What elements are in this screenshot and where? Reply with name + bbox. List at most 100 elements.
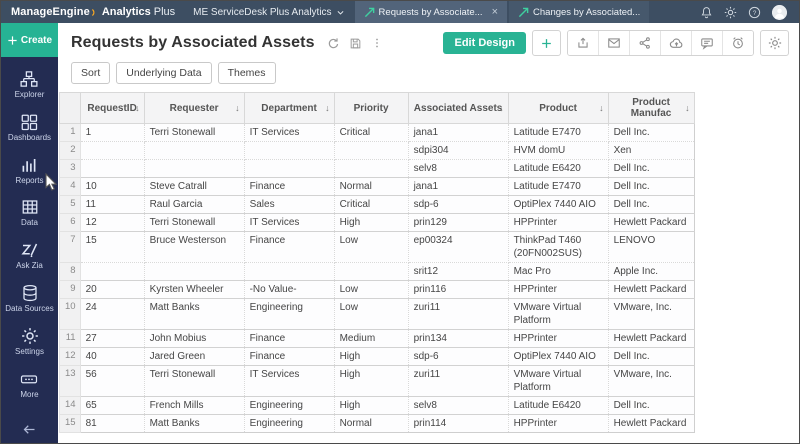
cell-request-id[interactable]: 40: [79, 347, 145, 366]
export-icon[interactable]: [568, 31, 598, 55]
cell-requester[interactable]: Matt Banks: [143, 298, 245, 330]
cell-requester[interactable]: [143, 159, 245, 178]
cell-priority[interactable]: Medium: [333, 329, 409, 348]
sort-down-icon[interactable]: ↓: [235, 103, 240, 113]
edit-design-button[interactable]: Edit Design: [443, 32, 526, 54]
sidebar-item-explorer[interactable]: Explorer: [15, 70, 44, 100]
column-header-requester[interactable]: Requester ↓: [143, 92, 245, 124]
cell-department[interactable]: Finance: [243, 329, 335, 348]
cell-requester[interactable]: Terri Stonewall: [143, 213, 245, 232]
cell-asset[interactable]: prin116: [407, 280, 509, 299]
gear-icon[interactable]: [724, 6, 737, 19]
cell-product[interactable]: Mac Pro: [507, 262, 609, 281]
cell-requester[interactable]: Terri Stonewall: [143, 365, 245, 397]
cell-manufacturer[interactable]: VMware, Inc.: [607, 365, 695, 397]
sort-down-icon[interactable]: ↓: [135, 103, 140, 113]
cell-request-id[interactable]: [79, 141, 145, 160]
cell-product[interactable]: VMware Virtual Platform: [507, 365, 609, 397]
cell-requester[interactable]: John Mobius: [143, 329, 245, 348]
workspace-switcher[interactable]: ME ServiceDesk Plus Analytics: [183, 1, 354, 23]
cell-product[interactable]: HVM domU: [507, 141, 609, 160]
settings-gear-button[interactable]: [760, 30, 789, 56]
cell-manufacturer[interactable]: Dell Inc.: [607, 123, 695, 142]
close-icon[interactable]: ×: [491, 5, 499, 18]
cell-manufacturer[interactable]: Apple Inc.: [607, 262, 695, 281]
cell-requester[interactable]: Bruce Westerson: [143, 231, 245, 263]
table-row[interactable]: 8 srit12 Mac Pro Apple Inc.: [59, 262, 695, 281]
cell-asset[interactable]: selv8: [407, 396, 509, 415]
cell-request-id[interactable]: 24: [79, 298, 145, 330]
cell-asset[interactable]: jana1: [407, 123, 509, 142]
sidebar-item-dashboards[interactable]: Dashboards: [8, 113, 51, 143]
comment-icon[interactable]: [691, 31, 722, 55]
cell-request-id[interactable]: 15: [79, 231, 145, 263]
cell-department[interactable]: IT Services: [243, 365, 335, 397]
cell-product[interactable]: Latitude E6420: [507, 159, 609, 178]
cell-request-id[interactable]: 56: [79, 365, 145, 397]
cell-requester[interactable]: Jared Green: [143, 347, 245, 366]
sort-down-icon[interactable]: ↓: [685, 103, 690, 113]
cell-request-id[interactable]: 12: [79, 213, 145, 232]
column-header-department[interactable]: Department ↓: [243, 92, 335, 124]
cell-request-id[interactable]: 65: [79, 396, 145, 415]
table-row[interactable]: 12 40 Jared Green Finance High sdp-6 OptiPlex …: [59, 347, 695, 366]
table-row[interactable]: 13 56 Terri Stonewall IT Services High zuri11…: [59, 365, 695, 397]
avatar[interactable]: [772, 4, 787, 20]
cell-manufacturer[interactable]: VMware, Inc.: [607, 298, 695, 330]
cell-department[interactable]: IT Services: [243, 213, 335, 232]
cell-department[interactable]: Sales: [243, 195, 335, 214]
cell-asset[interactable]: ep00324: [407, 231, 509, 263]
cell-asset[interactable]: selv8: [407, 159, 509, 178]
table-row[interactable]: 5 11 Raul Garcia Sales Critical sdp-6 OptiPlex…: [59, 195, 695, 214]
cell-manufacturer[interactable]: Xen: [607, 141, 695, 160]
cell-manufacturer[interactable]: Hewlett Packard: [607, 329, 695, 348]
cell-product[interactable]: Latitude E7470: [507, 123, 609, 142]
cell-priority[interactable]: Normal: [333, 177, 409, 196]
cell-product[interactable]: HPPrinter: [507, 213, 609, 232]
table-row[interactable]: 6 12 Terri Stonewall IT Services High prin129…: [59, 213, 695, 232]
cell-product[interactable]: OptiPlex 7440 AIO: [507, 347, 609, 366]
cell-asset[interactable]: prin134: [407, 329, 509, 348]
cell-product[interactable]: VMware Virtual Platform: [507, 298, 609, 330]
cell-requester[interactable]: Matt Banks: [143, 414, 245, 433]
cell-manufacturer[interactable]: Hewlett Packard: [607, 414, 695, 433]
cell-manufacturer[interactable]: Dell Inc.: [607, 159, 695, 178]
table-row[interactable]: 2 sdpi304 HVM domU Xen: [59, 141, 695, 160]
cell-priority[interactable]: High: [333, 213, 409, 232]
sort-button[interactable]: Sort: [71, 62, 111, 84]
column-header-product[interactable]: Product ↓: [507, 92, 609, 124]
cell-asset[interactable]: prin114: [407, 414, 509, 433]
cell-department[interactable]: Finance: [243, 347, 335, 366]
cell-asset[interactable]: zuri11: [407, 365, 509, 397]
create-button[interactable]: Create: [1, 23, 58, 57]
email-icon[interactable]: [598, 31, 629, 55]
cell-asset[interactable]: jana1: [407, 177, 509, 196]
cell-priority[interactable]: Critical: [333, 123, 409, 142]
cell-product[interactable]: HPPrinter: [507, 329, 609, 348]
table-row[interactable]: 9 20 Kyrsten Wheeler -No Value- Low prin116 HP…: [59, 280, 695, 299]
cell-priority[interactable]: [333, 159, 409, 178]
underlying-data-button[interactable]: Underlying Data: [116, 62, 212, 84]
cell-manufacturer[interactable]: Hewlett Packard: [607, 280, 695, 299]
sort-down-icon[interactable]: ↓: [599, 103, 604, 113]
cell-manufacturer[interactable]: Dell Inc.: [607, 195, 695, 214]
cell-department[interactable]: [243, 262, 335, 281]
cell-priority[interactable]: Low: [333, 280, 409, 299]
cell-request-id[interactable]: 81: [79, 414, 145, 433]
cell-department[interactable]: [243, 141, 335, 160]
cell-requester[interactable]: [143, 141, 245, 160]
cell-request-id[interactable]: [79, 159, 145, 178]
tab-changes-by-associated[interactable]: Changes by Associated...: [509, 1, 650, 23]
cell-product[interactable]: Latitude E7470: [507, 177, 609, 196]
cell-priority[interactable]: Low: [333, 298, 409, 330]
column-header-requestid[interactable]: RequestID ↓: [79, 92, 145, 124]
cell-department[interactable]: [243, 159, 335, 178]
cell-department[interactable]: Engineering: [243, 298, 335, 330]
cell-request-id[interactable]: 11: [79, 195, 145, 214]
bell-icon[interactable]: [700, 6, 713, 19]
cell-requester[interactable]: Terri Stonewall: [143, 123, 245, 142]
add-button[interactable]: [532, 30, 561, 56]
cell-product[interactable]: OptiPlex 7440 AIO: [507, 195, 609, 214]
column-header-associated-assets[interactable]: Associated Assets ↓: [407, 92, 509, 124]
themes-button[interactable]: Themes: [217, 62, 276, 84]
